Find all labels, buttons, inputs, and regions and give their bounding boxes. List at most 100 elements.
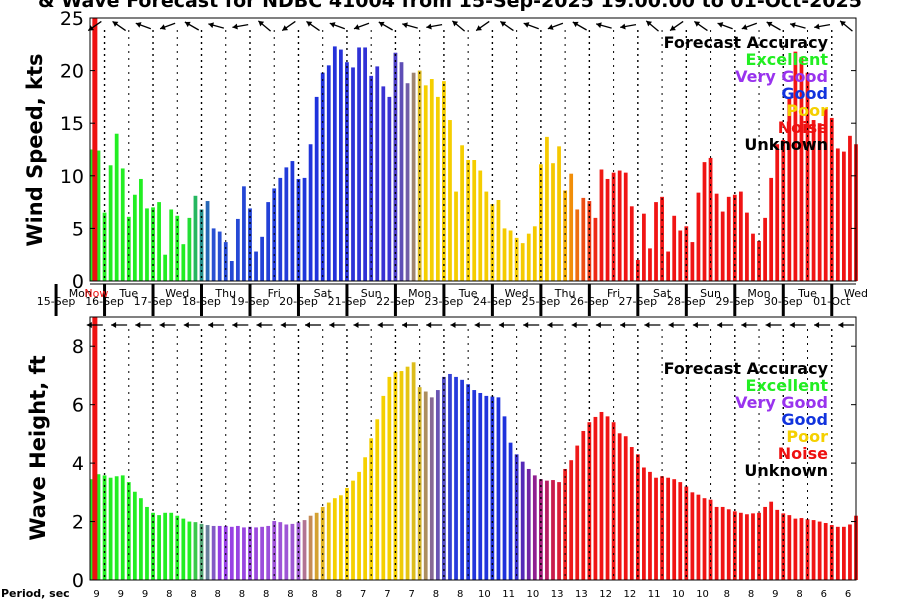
wind-bar <box>375 66 380 281</box>
wave-bar <box>314 512 319 580</box>
wind-bar <box>623 172 628 281</box>
wind-arrow-icon <box>645 20 659 32</box>
wind-arrow-icon <box>620 23 637 30</box>
wave-arrow-icon <box>717 322 734 328</box>
wind-bar <box>557 146 561 281</box>
wind-bar <box>648 248 652 281</box>
wind-bar <box>435 96 440 282</box>
wave-bar <box>302 520 307 580</box>
wave-bar <box>187 521 192 580</box>
wave-bar <box>799 518 804 580</box>
wave-bar <box>690 492 695 580</box>
wave-arrow-icon <box>111 322 128 328</box>
wave-bar <box>381 395 386 580</box>
period-value: 8 <box>166 589 172 600</box>
wind-arrow-icon <box>717 22 733 30</box>
wave-bar <box>193 522 198 580</box>
wave-bar <box>702 498 707 580</box>
wind-bar <box>248 208 252 281</box>
wind-bar <box>399 62 404 282</box>
wave-bar <box>108 477 113 580</box>
wave-bar <box>223 525 228 580</box>
date-label: 30-Sep <box>764 295 803 308</box>
wind-arrow-icon <box>499 20 514 32</box>
period-label: Period, sec <box>1 587 70 600</box>
wave-bar <box>720 506 725 580</box>
wave-bar <box>157 515 161 580</box>
wind-bar <box>387 96 392 282</box>
wave-bar <box>490 396 495 580</box>
wave-bar <box>538 479 543 580</box>
wind-bar <box>726 196 731 281</box>
wind-bar <box>532 226 537 281</box>
wind-bar <box>696 192 701 281</box>
wind-bar <box>108 165 113 281</box>
wave-legend-item: Poor <box>786 427 828 446</box>
wave-arrow-icon <box>135 322 152 328</box>
wind-bar <box>823 108 828 281</box>
wind-bar <box>308 144 313 281</box>
wave-bar <box>496 397 501 580</box>
wave-bar <box>254 527 258 580</box>
wave-legend-item: Unknown <box>744 461 828 480</box>
wave-bar <box>793 518 798 580</box>
wind-bar <box>235 218 240 281</box>
wave-bar <box>229 526 234 580</box>
wind-bar <box>132 194 137 281</box>
wave-bar <box>387 376 392 580</box>
wave-arrow-icon <box>159 322 176 328</box>
period-value: 6 <box>821 589 827 600</box>
period-value: 7 <box>408 589 414 600</box>
wave-legend-title: Forecast Accuracy <box>664 359 829 378</box>
wind-bar <box>345 62 349 282</box>
wave-bar <box>805 519 810 580</box>
wave-arrow-icon <box>498 322 515 328</box>
date-label: 16-Sep <box>85 295 124 308</box>
wind-bar <box>835 148 840 281</box>
wave-bar <box>369 438 374 580</box>
wave-arrow-icon <box>377 322 394 328</box>
period-value: 10 <box>696 589 709 600</box>
wind-bar <box>678 230 683 281</box>
wave-arrow-icon <box>450 322 467 328</box>
wave-bar <box>260 526 264 580</box>
wave-bar <box>842 526 846 580</box>
wave-bar <box>435 390 440 580</box>
period-value: 13 <box>575 589 588 600</box>
wave-bar <box>393 371 398 580</box>
wave-arrow-icon <box>402 322 418 328</box>
wind-arrow-icon <box>135 22 152 30</box>
wave-bar <box>751 513 755 580</box>
wave-bar <box>363 457 368 580</box>
wind-bar <box>593 217 598 281</box>
wind-bar <box>405 83 410 281</box>
wind-bar <box>411 72 416 281</box>
wind-bar <box>290 161 295 281</box>
wave-bar <box>169 512 174 580</box>
period-value: 8 <box>457 589 463 600</box>
wave-bar <box>466 384 471 580</box>
wave-bar <box>726 509 731 580</box>
wind-arrow-icon <box>257 20 272 32</box>
now-label: Now <box>84 287 108 300</box>
wind-bar <box>357 47 361 282</box>
period-value: 9 <box>93 589 99 600</box>
wind-bar <box>581 197 586 281</box>
wave-bar <box>332 498 337 580</box>
wave-arrow-icon <box>183 322 200 328</box>
wave-bar <box>96 474 101 580</box>
wave-bar <box>448 373 452 580</box>
wind-bar <box>351 67 355 281</box>
wave-bar <box>132 491 137 580</box>
wind-bar <box>163 254 168 281</box>
period-value: 9 <box>118 589 124 600</box>
wind-bar <box>817 123 822 281</box>
wave-bar <box>357 471 361 580</box>
wave-bar <box>569 460 574 580</box>
wave-bar <box>745 514 749 580</box>
period-value: 8 <box>748 589 754 600</box>
day-of-week-label: Mon <box>69 287 92 300</box>
wind-bar <box>448 120 452 281</box>
wind-bar <box>787 96 792 282</box>
wind-bar <box>187 217 192 281</box>
